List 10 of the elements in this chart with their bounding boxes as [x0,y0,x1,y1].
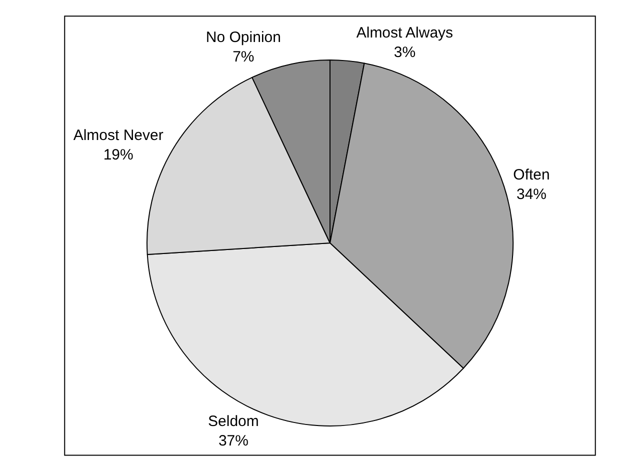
data-label: 19% [103,146,134,164]
data-label: 7% [232,48,254,66]
data-label: 3% [394,44,416,61]
slice-label: Often [513,166,550,184]
slice-label: Almost Never [73,126,164,144]
slice-label: No Opinion [206,28,281,46]
data-label: 37% [218,432,248,450]
slice-label: Seldom [208,413,259,430]
slice-label: Almost Always [356,24,454,42]
data-label: 34% [516,186,547,203]
